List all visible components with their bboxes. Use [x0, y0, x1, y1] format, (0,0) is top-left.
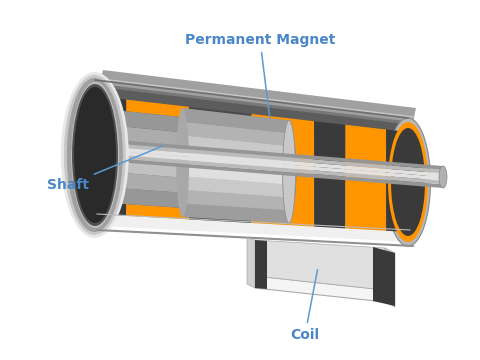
Polygon shape [95, 186, 289, 215]
Polygon shape [100, 118, 413, 164]
Ellipse shape [74, 87, 116, 223]
Polygon shape [95, 139, 289, 172]
Polygon shape [67, 154, 443, 188]
Polygon shape [100, 196, 413, 228]
Polygon shape [100, 103, 413, 151]
Polygon shape [100, 149, 413, 189]
Ellipse shape [389, 124, 427, 240]
Ellipse shape [87, 108, 103, 202]
Polygon shape [183, 122, 289, 146]
Polygon shape [126, 100, 189, 219]
Text: Coil: Coil [290, 270, 320, 342]
Polygon shape [183, 203, 289, 223]
Polygon shape [95, 171, 289, 201]
Polygon shape [100, 165, 413, 202]
Ellipse shape [283, 120, 296, 223]
Polygon shape [67, 143, 443, 177]
Polygon shape [67, 140, 443, 173]
Polygon shape [95, 74, 408, 125]
Ellipse shape [176, 108, 189, 217]
Polygon shape [183, 149, 289, 172]
Ellipse shape [70, 81, 120, 229]
Polygon shape [95, 124, 289, 157]
Polygon shape [100, 181, 413, 215]
Ellipse shape [388, 122, 428, 242]
Polygon shape [183, 176, 289, 197]
Polygon shape [346, 125, 386, 231]
Polygon shape [255, 240, 267, 289]
Text: Permanent Magnet: Permanent Magnet [185, 33, 335, 117]
Polygon shape [100, 87, 413, 138]
Ellipse shape [391, 128, 425, 236]
Polygon shape [255, 240, 385, 290]
Polygon shape [373, 247, 395, 306]
Polygon shape [100, 212, 413, 242]
Polygon shape [67, 136, 443, 170]
Polygon shape [67, 147, 443, 181]
Polygon shape [183, 108, 289, 133]
Text: Shaft: Shaft [47, 146, 162, 192]
Polygon shape [252, 114, 314, 226]
Polygon shape [255, 276, 385, 302]
Polygon shape [247, 238, 255, 288]
Polygon shape [95, 108, 289, 215]
Ellipse shape [72, 84, 118, 226]
Polygon shape [95, 155, 289, 186]
Ellipse shape [69, 80, 121, 230]
Polygon shape [95, 108, 289, 143]
Ellipse shape [439, 166, 447, 188]
Ellipse shape [385, 118, 431, 246]
Polygon shape [189, 107, 252, 223]
Polygon shape [95, 96, 126, 216]
Polygon shape [385, 248, 395, 307]
Polygon shape [314, 121, 346, 228]
Polygon shape [386, 130, 408, 232]
Ellipse shape [282, 128, 296, 215]
Polygon shape [100, 70, 416, 122]
Ellipse shape [63, 136, 71, 158]
Polygon shape [67, 151, 443, 184]
Polygon shape [100, 134, 413, 176]
Polygon shape [183, 163, 289, 185]
Polygon shape [183, 190, 289, 210]
Polygon shape [183, 135, 289, 159]
